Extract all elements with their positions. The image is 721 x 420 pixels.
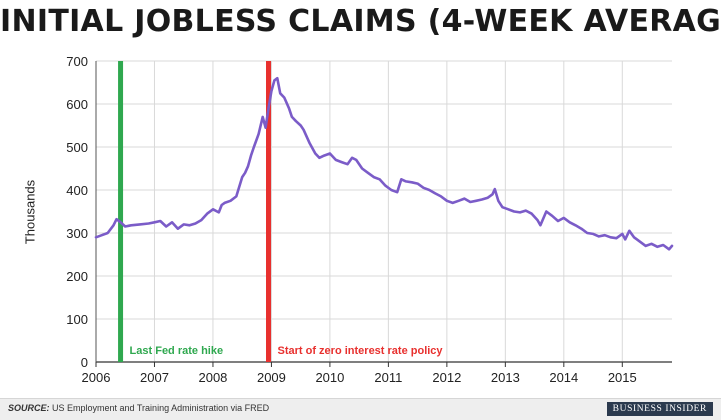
brand-logo: BUSINESS INSIDER (606, 402, 713, 416)
x-tick-label: 2014 (549, 370, 578, 385)
source-text: US Employment and Training Administratio… (49, 403, 270, 413)
source-note: SOURCE: US Employment and Training Admin… (8, 403, 269, 413)
x-tick-label: 2006 (82, 370, 111, 385)
annotation-label: Start of zero interest rate policy (278, 345, 444, 357)
x-tick-label: 2009 (257, 370, 286, 385)
gridlines (95, 60, 672, 363)
y-tick-label: 0 (81, 355, 88, 370)
footer-bar: SOURCE: US Employment and Training Admin… (0, 398, 721, 420)
x-tick-label: 2011 (374, 370, 402, 385)
y-tick-label: 300 (66, 226, 88, 241)
x-axis-ticks: 2006 2007 2008 2009 2010 2011 2012 2013 2014 2015 (82, 362, 637, 385)
y-tick-label: 400 (66, 183, 88, 198)
y-tick-label: 600 (66, 97, 88, 112)
y-tick-label: 100 (66, 312, 88, 327)
x-tick-label: 2007 (140, 370, 169, 385)
annotations: Last Fed rate hike Start of zero interest… (118, 61, 444, 362)
y-tick-label: 500 (66, 140, 88, 155)
x-tick-label: 2013 (491, 370, 520, 385)
x-tick-label: 2015 (608, 370, 637, 385)
annotation-label: Last Fed rate hike (130, 345, 224, 357)
chart-title: INITIAL JOBLESS CLAIMS (4-WEEK AVERAGE) (0, 4, 721, 39)
x-tick-label: 2012 (432, 370, 461, 385)
y-tick-label: 700 (66, 54, 88, 69)
x-tick-label: 2010 (315, 370, 344, 385)
y-tick-label: 200 (66, 269, 88, 284)
series-line (94, 76, 674, 251)
series-layer (94, 76, 674, 251)
source-prefix: SOURCE: (8, 403, 50, 413)
x-tick-label: 2008 (198, 370, 227, 385)
y-axis-ticks: 0 100 200 300 400 500 600 700 (66, 54, 88, 370)
